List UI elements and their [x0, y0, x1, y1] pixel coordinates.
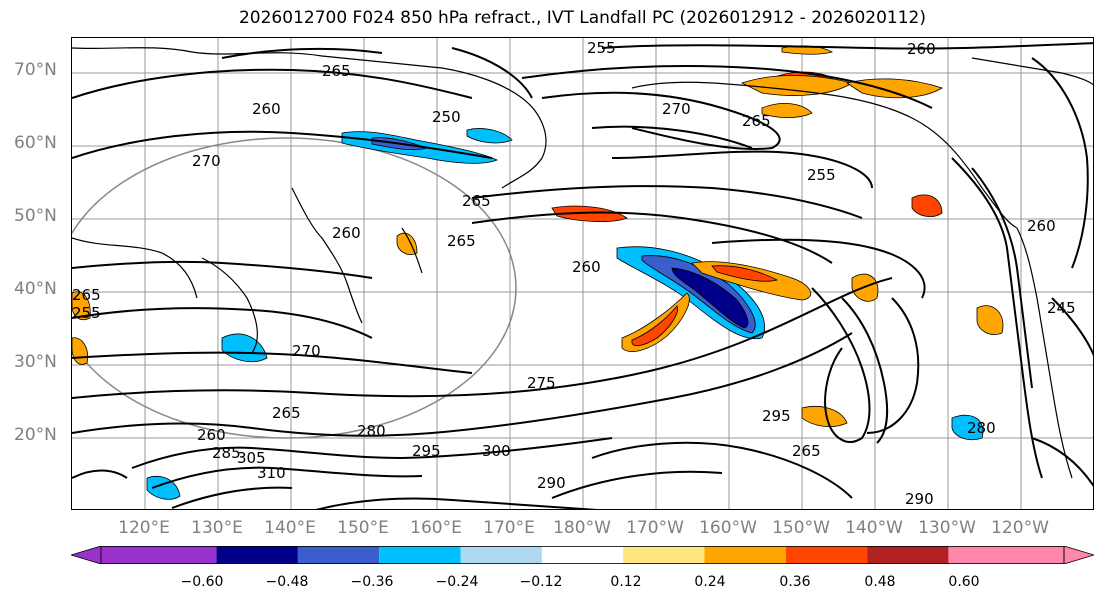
colorbar-tick: 0.24 — [694, 574, 726, 590]
contour-label-290: 290 — [537, 474, 566, 492]
lon-label-120w: 120°W — [991, 518, 1049, 538]
map-panel: 255 260 265 260 250 270 270 265 265 260 … — [71, 37, 1094, 510]
colorbar-tick: 0.48 — [864, 574, 896, 590]
contour-label-260: 260 — [907, 40, 936, 58]
contour-label-295: 295 — [412, 442, 441, 460]
map-canvas: 255 260 265 260 250 270 270 265 265 260 … — [72, 38, 1093, 509]
colorbar-tick: 0.60 — [948, 574, 980, 590]
lon-label-150w: 150°W — [772, 518, 830, 538]
contour-label-270: 270 — [662, 100, 691, 118]
contour-label-280: 280 — [357, 422, 386, 440]
colorbar-segment — [623, 546, 705, 564]
lon-label-140e: 140°E — [264, 518, 316, 538]
contour-labels: 255 260 265 260 250 270 270 265 265 260 … — [72, 39, 1076, 508]
map-title: 2026012700 F024 850 hPa refract., IVT La… — [238, 8, 926, 28]
contour-label-295: 295 — [762, 407, 791, 425]
contour-label-265: 265 — [322, 62, 351, 80]
contour-label-310: 310 — [257, 464, 286, 482]
colorbar-segment — [460, 546, 542, 564]
lat-label-70n: 70°N — [14, 60, 57, 80]
contour-label-305: 305 — [237, 449, 266, 467]
lon-label-180w: 180°W — [553, 518, 611, 538]
contour-label-265: 265 — [742, 112, 771, 130]
contour-label-280: 280 — [967, 419, 996, 437]
refractivity-fill — [72, 45, 1004, 500]
colorbar-segment — [101, 546, 217, 564]
colorbar-segment — [867, 546, 949, 564]
lat-label-40n: 40°N — [14, 279, 57, 299]
colorbar-extend-max — [1063, 546, 1094, 564]
colorbar-outline — [100, 546, 1065, 564]
contours — [72, 42, 1093, 509]
contour-label-300: 300 — [482, 442, 511, 460]
contour-label-265: 265 — [462, 192, 491, 210]
colorbar — [71, 546, 1094, 564]
lon-label-170w: 170°W — [626, 518, 684, 538]
contour-label-265: 265 — [72, 286, 101, 304]
lon-label-130w: 130°W — [918, 518, 976, 538]
colorbar-tick: −0.24 — [435, 574, 479, 590]
contour-label-255: 255 — [807, 166, 836, 184]
colorbar-tick: −0.60 — [180, 574, 224, 590]
colorbar-tick: 0.12 — [610, 574, 642, 590]
contour-label-285: 285 — [212, 444, 241, 462]
lon-label-160e: 160°E — [410, 518, 462, 538]
contour-label-250: 250 — [432, 108, 461, 126]
lon-label-150e: 150°E — [337, 518, 389, 538]
contour-label-255: 255 — [72, 304, 101, 322]
colorbar-segment — [704, 546, 786, 564]
colorbar-segment — [216, 546, 298, 564]
colorbar-segment — [379, 546, 461, 564]
contour-label-245: 245 — [1047, 299, 1076, 317]
colorbar-tick: −0.12 — [519, 574, 563, 590]
contour-label-255: 255 — [587, 39, 616, 57]
contour-label-265: 265 — [272, 404, 301, 422]
contour-label-270: 270 — [292, 342, 321, 360]
lon-label-120e: 120°E — [118, 518, 170, 538]
lon-label-130e: 130°E — [191, 518, 243, 538]
colorbar-extend-min — [71, 546, 102, 564]
lat-label-50n: 50°N — [14, 206, 57, 226]
contour-label-265: 265 — [447, 232, 476, 250]
contour-label-260: 260 — [197, 426, 226, 444]
contour-label-260: 260 — [1027, 217, 1056, 235]
colorbar-segment — [948, 546, 1064, 564]
contour-label-260: 260 — [252, 100, 281, 118]
landfall-region-circle — [72, 137, 517, 439]
lat-label-60n: 60°N — [14, 133, 57, 153]
colorbar-tick: −0.48 — [265, 574, 309, 590]
lon-label-160w: 160°W — [699, 518, 757, 538]
colorbar-tick: −0.36 — [350, 574, 394, 590]
lat-label-20n: 20°N — [14, 425, 57, 445]
lat-label-30n: 30°N — [14, 352, 57, 372]
contour-label-275: 275 — [527, 374, 556, 392]
colorbar-tick: 0.36 — [779, 574, 811, 590]
colorbar-segment — [785, 546, 868, 564]
contour-label-265: 265 — [792, 442, 821, 460]
contour-label-260: 260 — [572, 258, 601, 276]
lon-label-170e: 170°E — [483, 518, 535, 538]
colorbar-segment — [541, 546, 624, 564]
contour-label-270: 270 — [192, 152, 221, 170]
contour-label-290: 290 — [905, 490, 934, 508]
colorbar-segment — [297, 546, 380, 564]
coastlines — [72, 47, 1093, 479]
contour-label-260: 260 — [332, 224, 361, 242]
lon-label-140w: 140°W — [845, 518, 903, 538]
